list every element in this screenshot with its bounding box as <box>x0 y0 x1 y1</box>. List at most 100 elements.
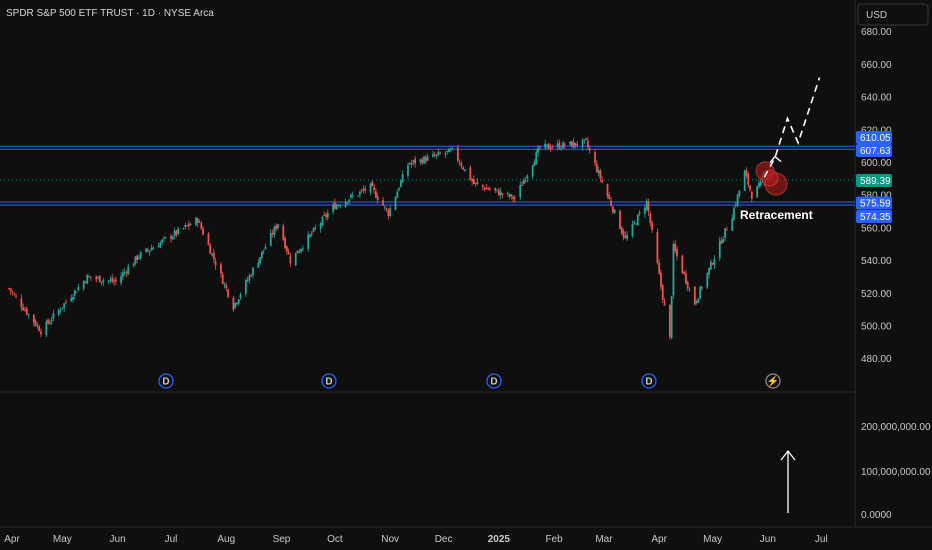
candle <box>24 307 26 312</box>
candle <box>610 196 612 208</box>
level-price-tag: 575.59 <box>856 196 892 210</box>
price-tick-label: 560.00 <box>861 223 892 234</box>
candle <box>163 235 165 243</box>
candle <box>207 231 210 246</box>
candle <box>535 149 538 165</box>
candle <box>362 185 365 194</box>
candle <box>84 280 87 284</box>
event-markers[interactable]: D D D D ⚡ <box>158 373 781 389</box>
candle <box>485 183 488 189</box>
candle <box>496 189 498 193</box>
candle <box>198 219 201 223</box>
svg-text:D: D <box>645 377 652 388</box>
candle <box>97 276 99 280</box>
candle <box>583 139 586 144</box>
candle <box>223 282 226 289</box>
candle <box>733 206 735 221</box>
dividend-marker[interactable]: D <box>321 373 337 389</box>
candle <box>738 190 741 199</box>
candle <box>373 184 376 195</box>
candle <box>473 175 475 185</box>
candle <box>236 302 238 306</box>
candle <box>134 256 137 266</box>
candle <box>310 230 313 237</box>
candle <box>260 251 263 260</box>
candle <box>722 236 725 243</box>
candle <box>683 271 686 276</box>
candle <box>57 308 60 317</box>
candle <box>298 248 301 254</box>
dividend-marker[interactable]: D <box>641 373 657 389</box>
candle <box>699 285 702 300</box>
price-tick-label: 640.00 <box>861 93 892 104</box>
price-tick-label: 660.00 <box>861 60 892 71</box>
dividend-marker[interactable]: D <box>158 373 174 389</box>
candle <box>414 155 417 168</box>
candle <box>269 228 272 247</box>
candle <box>32 314 35 327</box>
candle <box>547 142 550 149</box>
candlestick-series[interactable] <box>8 137 766 340</box>
candle <box>11 290 14 296</box>
candle <box>282 223 285 242</box>
candle <box>252 266 254 279</box>
level-price-tag: 574.35 <box>856 210 892 223</box>
time-tick-label: Apr <box>651 534 667 545</box>
candle <box>522 177 525 185</box>
candle <box>512 195 514 203</box>
candle <box>750 190 753 203</box>
volume-tick-label: 200,000,000.00 <box>861 422 931 433</box>
time-axis[interactable]: Apr May Jun Jul Aug Sep Oct Nov Dec 2025 Feb Mar Apr… <box>4 534 827 545</box>
projection-arrowhead <box>769 155 782 164</box>
candle <box>758 179 760 189</box>
candle <box>631 220 634 239</box>
candle <box>40 328 42 337</box>
volume-tick-label: 100,000,000.00 <box>861 467 931 478</box>
candle <box>651 220 653 234</box>
candle <box>620 225 623 236</box>
candle <box>72 294 74 303</box>
candle <box>248 273 251 284</box>
candle <box>435 153 438 159</box>
candle <box>294 252 297 267</box>
candle <box>497 187 500 196</box>
earnings-event-marker[interactable]: ⚡ <box>765 373 781 389</box>
candle <box>471 177 474 186</box>
candle <box>594 149 596 167</box>
candle <box>123 268 126 276</box>
candle <box>693 286 696 306</box>
horizontal-levels[interactable] <box>0 145 855 206</box>
candle <box>287 248 290 255</box>
candle <box>394 196 397 211</box>
candle <box>273 225 276 239</box>
candle <box>549 144 552 153</box>
candle <box>599 168 602 183</box>
candle <box>619 209 621 230</box>
candle <box>307 231 310 252</box>
candle <box>339 204 342 209</box>
candle <box>437 148 440 157</box>
candle <box>720 237 723 245</box>
candle <box>107 279 110 285</box>
dividend-marker[interactable]: D <box>486 373 502 389</box>
candle <box>257 259 260 269</box>
candle <box>686 280 689 292</box>
candle <box>419 158 422 166</box>
candle <box>264 243 267 250</box>
candle <box>724 228 727 242</box>
currency-button[interactable]: USD <box>857 3 929 26</box>
volume-axis[interactable]: 200,000,000.00 100,000,000.00 0.0000 <box>861 422 931 521</box>
candle <box>296 250 299 254</box>
candle <box>196 217 199 228</box>
level-price-tag: 610.05 <box>856 131 892 144</box>
candle <box>22 303 25 311</box>
candle <box>369 183 372 196</box>
price-axis[interactable]: 680.00 660.00 640.00 620.00 600.00 580.00 560.… <box>861 27 892 365</box>
candle <box>73 289 76 300</box>
candle <box>501 192 504 199</box>
candle <box>410 159 413 168</box>
candle <box>332 201 335 215</box>
candle <box>510 193 513 200</box>
candle <box>701 286 703 291</box>
